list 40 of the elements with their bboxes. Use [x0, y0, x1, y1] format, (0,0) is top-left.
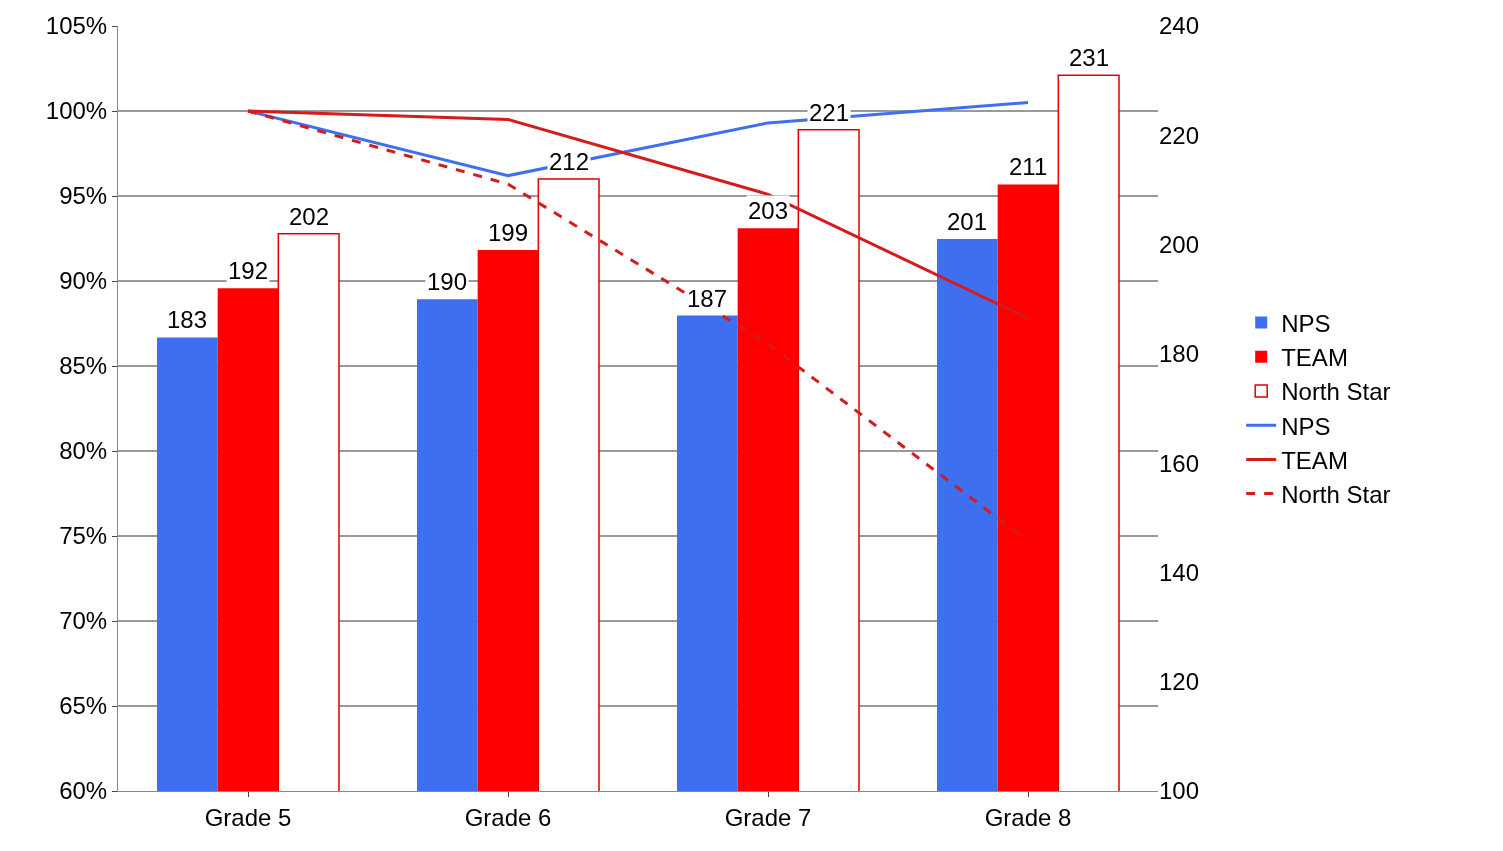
- y2-tick-label: 240: [1159, 12, 1200, 40]
- data-label: 183: [167, 306, 208, 333]
- y2-tick-label: 180: [1159, 340, 1200, 368]
- y2-tick-label: 100: [1159, 777, 1200, 805]
- legend-label: North Star: [1281, 480, 1391, 508]
- y2-tick-label: 120: [1159, 668, 1200, 696]
- data-label: 203: [748, 197, 789, 224]
- x-tick-label: Grade 5: [204, 803, 292, 831]
- y-tick-label: 105%: [45, 12, 108, 40]
- y-tick-label: 75%: [59, 522, 108, 550]
- y-tick-label: 95%: [59, 182, 108, 210]
- y-tick-label: 90%: [59, 267, 108, 295]
- legend-label: TEAM: [1281, 446, 1348, 474]
- data-label: 202: [289, 203, 330, 230]
- y2-tick-label: 220: [1159, 121, 1200, 149]
- data-label: 201: [947, 208, 988, 235]
- legend-label: NPS: [1281, 309, 1331, 337]
- data-label: 231: [1069, 44, 1110, 71]
- x-tick-label: Grade 7: [724, 803, 812, 831]
- data-label: 199: [488, 219, 529, 246]
- y2-tick-label: 140: [1159, 558, 1200, 586]
- y2-tick-label: 200: [1159, 230, 1200, 258]
- data-label: 187: [687, 285, 728, 312]
- y-tick-label: 70%: [59, 607, 108, 635]
- x-tick-label: Grade 6: [464, 803, 552, 831]
- data-label: 192: [228, 257, 269, 284]
- y-tick-label: 80%: [59, 437, 108, 465]
- legend-label: NPS: [1281, 412, 1331, 440]
- legend-label: TEAM: [1281, 344, 1348, 372]
- x-tick-label: Grade 8: [984, 803, 1072, 831]
- y-tick-label: 60%: [59, 777, 108, 805]
- y2-tick-label: 160: [1159, 449, 1200, 477]
- data-label: 221: [809, 99, 850, 126]
- y-tick-label: 100%: [45, 97, 108, 125]
- y-tick-label: 65%: [59, 692, 108, 720]
- y-tick-label: 85%: [59, 352, 108, 380]
- data-label: 211: [1009, 153, 1048, 180]
- legend-label: North Star: [1281, 378, 1391, 406]
- data-label: 212: [549, 148, 590, 175]
- data-label: 190: [427, 268, 468, 295]
